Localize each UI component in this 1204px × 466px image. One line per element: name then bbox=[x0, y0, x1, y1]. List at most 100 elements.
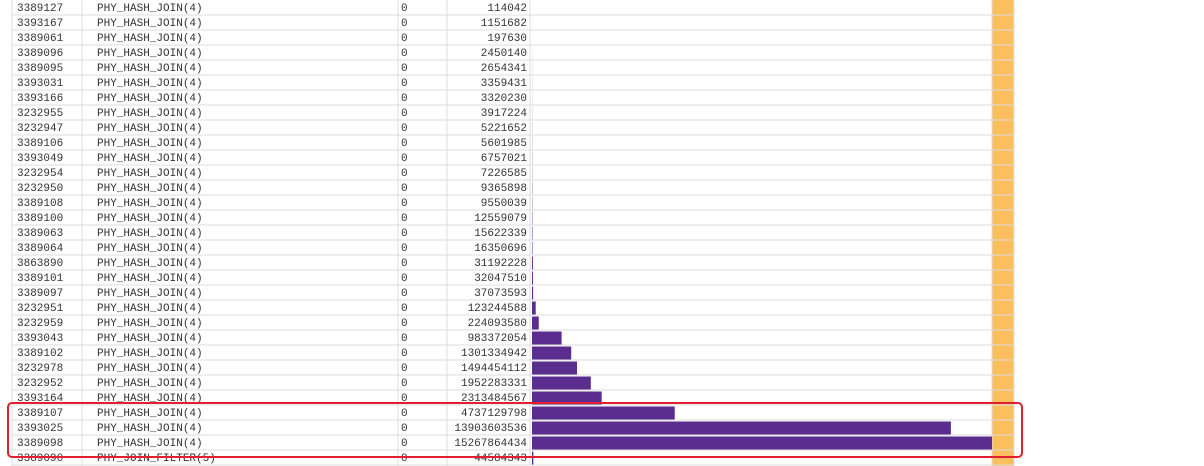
cell-flag: 0 bbox=[401, 378, 408, 390]
cell-id: 3389098 bbox=[17, 438, 63, 450]
data-bar bbox=[532, 346, 572, 360]
cell-operator: PHY_HASH_JOIN(4) bbox=[97, 318, 203, 330]
selection-box bbox=[7, 402, 1023, 458]
cell-id: 3393043 bbox=[17, 333, 63, 345]
cell-operator: PHY_HASH_JOIN(4) bbox=[97, 183, 203, 195]
cell-operator: PHY_HASH_JOIN(4) bbox=[97, 288, 203, 300]
cell-flag: 0 bbox=[401, 213, 408, 225]
cell-id: 3393164 bbox=[17, 393, 64, 405]
cell-operator: PHY_JOIN_FILTER(5) bbox=[97, 453, 216, 465]
cell-value: 5221652 bbox=[481, 123, 527, 135]
cell-id: 3389127 bbox=[17, 3, 63, 15]
cell-operator: PHY_HASH_JOIN(4) bbox=[97, 198, 203, 210]
cell-value: 6757021 bbox=[481, 153, 528, 165]
cell-value: 9550039 bbox=[481, 198, 527, 210]
cell-value: 9365898 bbox=[481, 183, 527, 195]
cell-id: 3389102 bbox=[17, 348, 63, 360]
cell-operator: PHY_HASH_JOIN(4) bbox=[97, 228, 203, 240]
data-bar bbox=[532, 271, 533, 285]
cell-operator: PHY_HASH_JOIN(4) bbox=[97, 408, 203, 420]
cell-id: 3389106 bbox=[17, 138, 63, 150]
cell-flag: 0 bbox=[401, 18, 408, 30]
cell-value: 2313484567 bbox=[461, 393, 527, 405]
cell-operator: PHY_HASH_JOIN(4) bbox=[97, 168, 203, 180]
cell-value: 7226585 bbox=[481, 168, 527, 180]
data-bar bbox=[532, 376, 591, 390]
cell-flag: 0 bbox=[401, 168, 408, 180]
cell-id: 3389108 bbox=[17, 198, 63, 210]
cell-id: 3389061 bbox=[17, 33, 64, 45]
cell-flag: 0 bbox=[401, 288, 408, 300]
cell-value: 983372054 bbox=[468, 333, 528, 345]
cell-id: 3232950 bbox=[17, 183, 63, 195]
cell-operator: PHY_HASH_JOIN(4) bbox=[97, 48, 203, 60]
cell-operator: PHY_HASH_JOIN(4) bbox=[97, 423, 203, 435]
cell-operator: PHY_HASH_JOIN(4) bbox=[97, 108, 203, 120]
cell-flag: 0 bbox=[401, 123, 408, 135]
cell-value: 4737129798 bbox=[461, 408, 527, 420]
cell-value: 1952283331 bbox=[461, 378, 527, 390]
cell-value: 44584343 bbox=[474, 453, 527, 465]
data-bar bbox=[532, 406, 675, 420]
cell-flag: 0 bbox=[401, 303, 408, 315]
cell-operator: PHY_HASH_JOIN(4) bbox=[97, 3, 203, 15]
cell-operator: PHY_HASH_JOIN(4) bbox=[97, 63, 203, 75]
cell-id: 3232951 bbox=[17, 303, 64, 315]
cell-id: 3232952 bbox=[17, 378, 63, 390]
cell-value: 5601985 bbox=[481, 138, 527, 150]
cell-operator: PHY_HASH_JOIN(4) bbox=[97, 138, 203, 150]
cell-id: 3389095 bbox=[17, 63, 63, 75]
cell-flag: 0 bbox=[401, 333, 408, 345]
data-bar bbox=[532, 316, 539, 330]
data-bar bbox=[532, 256, 533, 270]
cell-value: 114042 bbox=[487, 3, 527, 15]
cell-flag: 0 bbox=[401, 48, 408, 60]
cell-value: 1151682 bbox=[481, 18, 527, 30]
cell-flag: 0 bbox=[401, 153, 408, 165]
cell-flag: 0 bbox=[401, 363, 408, 375]
cell-id: 3393166 bbox=[17, 93, 63, 105]
cell-id: 3393025 bbox=[17, 423, 63, 435]
cell-operator: PHY_HASH_JOIN(4) bbox=[97, 303, 203, 315]
cell-flag: 0 bbox=[401, 438, 408, 450]
cell-flag: 0 bbox=[401, 198, 408, 210]
cell-value: 15622339 bbox=[474, 228, 527, 240]
cell-operator: PHY_HASH_JOIN(4) bbox=[97, 378, 203, 390]
cell-value: 224093580 bbox=[468, 318, 527, 330]
cell-flag: 0 bbox=[401, 33, 408, 45]
cell-operator: PHY_HASH_JOIN(4) bbox=[97, 348, 203, 360]
cell-flag: 0 bbox=[401, 258, 408, 270]
highlight-column bbox=[992, 0, 1014, 466]
cell-operator: PHY_HASH_JOIN(4) bbox=[97, 363, 203, 375]
cell-value: 2450140 bbox=[481, 48, 527, 60]
data-bar bbox=[532, 391, 602, 405]
cell-operator: PHY_HASH_JOIN(4) bbox=[97, 123, 203, 135]
cell-value: 2654341 bbox=[481, 63, 528, 75]
cell-operator: PHY_HASH_JOIN(4) bbox=[97, 33, 203, 45]
cell-value: 3359431 bbox=[481, 78, 528, 90]
cell-id: 3389097 bbox=[17, 288, 63, 300]
cell-flag: 0 bbox=[401, 3, 408, 15]
data-bar bbox=[532, 301, 536, 315]
cell-operator: PHY_HASH_JOIN(4) bbox=[97, 243, 203, 255]
cell-flag: 0 bbox=[401, 78, 408, 90]
cell-id: 3389107 bbox=[17, 408, 63, 420]
cell-flag: 0 bbox=[401, 228, 408, 240]
cell-operator: PHY_HASH_JOIN(4) bbox=[97, 18, 203, 30]
data-bar bbox=[532, 361, 578, 375]
cell-id: 3232959 bbox=[17, 318, 63, 330]
cell-id: 3389064 bbox=[17, 243, 64, 255]
cell-value: 31192228 bbox=[474, 258, 527, 270]
cell-value: 3320230 bbox=[481, 93, 527, 105]
cell-flag: 0 bbox=[401, 108, 408, 120]
cell-value: 15267864434 bbox=[454, 438, 527, 450]
cell-flag: 0 bbox=[401, 318, 408, 330]
cell-value: 1494454112 bbox=[461, 363, 527, 375]
cell-flag: 0 bbox=[401, 273, 408, 285]
cell-operator: PHY_HASH_JOIN(4) bbox=[97, 213, 203, 225]
cell-value: 3917224 bbox=[481, 108, 528, 120]
cell-operator: PHY_HASH_JOIN(4) bbox=[97, 273, 203, 285]
cell-id: 3232947 bbox=[17, 123, 63, 135]
cell-operator: PHY_HASH_JOIN(4) bbox=[97, 93, 203, 105]
cell-value: 16350696 bbox=[474, 243, 527, 255]
